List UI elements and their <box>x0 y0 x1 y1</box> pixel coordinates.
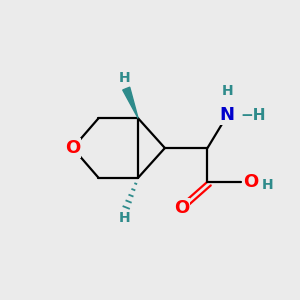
Text: N: N <box>220 106 235 124</box>
Text: −H: −H <box>240 108 266 123</box>
Text: H: H <box>118 212 130 225</box>
Text: H: H <box>262 178 274 192</box>
Text: O: O <box>174 200 189 217</box>
Polygon shape <box>123 87 138 118</box>
Text: O: O <box>65 139 80 157</box>
Text: O: O <box>243 173 258 191</box>
Text: H: H <box>118 70 130 85</box>
Text: H: H <box>221 85 233 98</box>
